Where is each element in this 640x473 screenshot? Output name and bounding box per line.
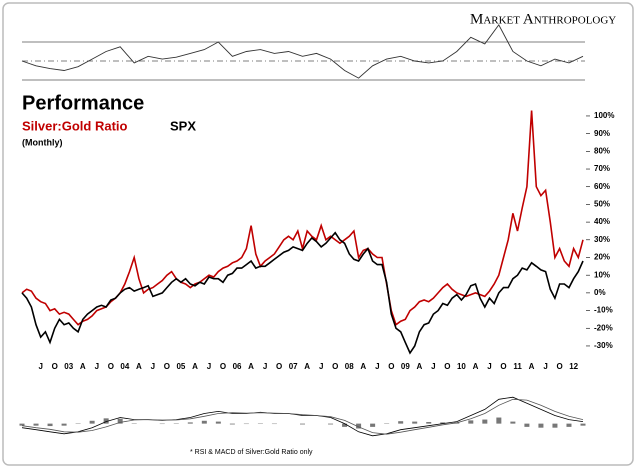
macd-bar <box>482 419 488 424</box>
macd-bar <box>356 423 362 429</box>
y-tick-label: 10% <box>594 270 610 279</box>
macd-bar <box>426 422 432 424</box>
macd-bar <box>201 420 207 424</box>
x-tick-label: J <box>487 362 491 371</box>
macd-bar <box>566 423 572 427</box>
y-tick-label: 0% <box>594 288 606 297</box>
macd-bar <box>103 418 109 424</box>
x-tick-label: O <box>108 362 114 371</box>
y-tick-label: -30% <box>594 341 613 350</box>
y-tick-label: -20% <box>594 323 613 332</box>
legend-spx: SPX <box>170 118 196 133</box>
x-tick-label: J <box>95 362 99 371</box>
x-tick-label: J <box>151 362 155 371</box>
y-tick-label: 20% <box>594 253 610 262</box>
macd-bar <box>33 423 39 426</box>
macd-bar <box>524 423 530 427</box>
macd-bar <box>538 423 544 428</box>
x-tick-label: 11 <box>513 362 522 371</box>
chart-title: Performance <box>22 92 144 114</box>
y-tick-label: 30% <box>594 235 610 244</box>
x-tick-label: O <box>220 362 226 371</box>
y-tick-label: 80% <box>594 146 610 155</box>
y-tick-label: -10% <box>594 306 613 315</box>
x-tick-label: J <box>431 362 435 371</box>
x-tick-label: O <box>388 362 394 371</box>
y-tick-label: 60% <box>594 182 610 191</box>
x-tick-label: J <box>543 362 547 371</box>
x-tick-label: A <box>248 362 254 371</box>
macd-bar <box>187 422 193 424</box>
logo: Market Anthropology <box>470 11 616 27</box>
macd-bar <box>412 421 418 424</box>
x-tick-label: O <box>444 362 450 371</box>
y-tick-label: 100% <box>594 111 614 120</box>
x-tick-label: A <box>529 362 535 371</box>
macd-bar <box>440 422 446 424</box>
x-tick-label: J <box>375 362 379 371</box>
y-tick-label: 40% <box>594 217 610 226</box>
macd-bar <box>580 423 586 426</box>
x-tick-label: A <box>136 362 142 371</box>
x-tick-label: O <box>164 362 170 371</box>
macd-bar <box>552 423 558 428</box>
macd-bar <box>328 423 334 425</box>
x-tick-label: 05 <box>176 362 185 371</box>
macd-bar <box>468 420 474 424</box>
x-tick-label: A <box>416 362 422 371</box>
x-tick-label: 09 <box>401 362 410 371</box>
macd-bar <box>117 418 123 424</box>
rsi-line <box>21 24 584 79</box>
macd-bar <box>370 423 376 427</box>
x-tick-label: 10 <box>457 362 466 371</box>
x-tick-label: O <box>500 362 506 371</box>
macd-bar <box>89 420 95 424</box>
x-tick-label: O <box>276 362 282 371</box>
x-tick-label: A <box>304 362 310 371</box>
x-tick-label: A <box>473 362 479 371</box>
legend-silver-gold: Silver:Gold Ratio <box>22 118 128 133</box>
macd-bar <box>61 423 67 426</box>
y-tick-label: 50% <box>594 200 610 209</box>
y-tick-label: 70% <box>594 164 610 173</box>
subtitle: (Monthly) <box>22 137 63 147</box>
x-tick-label: O <box>332 362 338 371</box>
macd-line <box>21 398 584 435</box>
series-line <box>21 231 584 355</box>
y-tick-label: 90% <box>594 129 610 138</box>
x-tick-label: J <box>207 362 211 371</box>
macd-bar <box>229 423 235 425</box>
x-tick-label: 07 <box>289 362 298 371</box>
macd-bar <box>496 417 502 424</box>
x-tick-label: 04 <box>120 362 129 371</box>
macd-bar <box>300 423 305 425</box>
x-tick-label: A <box>80 362 86 371</box>
x-tick-label: O <box>52 362 58 371</box>
x-tick-label: J <box>319 362 323 371</box>
x-tick-label: 03 <box>64 362 73 371</box>
macd-bar <box>510 421 516 424</box>
footnote: * RSI & MACD of Silver:Gold Ratio only <box>190 449 313 456</box>
macd-line <box>21 396 584 437</box>
x-tick-label: J <box>38 362 42 371</box>
x-tick-label: 06 <box>233 362 242 371</box>
macd-bar <box>215 421 221 424</box>
macd-bar <box>47 423 53 427</box>
x-tick-label: J <box>263 362 267 371</box>
x-tick-label: O <box>557 362 563 371</box>
x-tick-label: A <box>192 362 198 371</box>
x-tick-label: 08 <box>345 362 354 371</box>
macd-bar <box>342 423 348 427</box>
x-tick-label: A <box>360 362 366 371</box>
x-tick-label: 12 <box>569 362 578 371</box>
macd-bar <box>19 423 25 426</box>
macd-bar <box>398 421 404 424</box>
